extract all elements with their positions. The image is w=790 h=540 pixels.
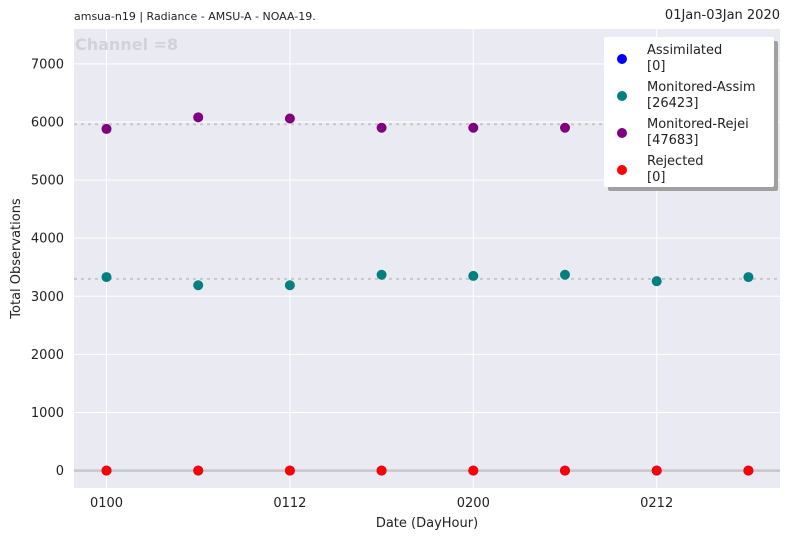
y-tick-label: 3000 [31,290,64,305]
legend-entry-name: Monitored-Assim [647,80,756,95]
legend-entry-count: [47683] [647,133,699,148]
point-monitored-rejei [193,112,204,123]
point-monitored-assim [193,280,204,291]
point-monitored-rejei [376,122,387,133]
x-tick-label: 0212 [640,496,673,511]
y-tick-label: 2000 [31,348,64,363]
point-monitored-assim [376,269,387,280]
legend-entry-name: Rejected [647,154,704,169]
legend-box [604,37,774,187]
y-tick-label: 6000 [31,115,64,130]
legend-entry-count: [26423] [647,96,699,111]
y-tick-label: 0 [56,464,64,479]
legend-entry-count: [0] [647,170,665,185]
x-axis-label: Date (DayHour) [376,516,478,531]
x-tick-label: 0200 [457,496,490,511]
legend-marker [617,165,627,175]
legend: Assimilated[0]Monitored-Assim[26423]Moni… [604,37,778,191]
point-rejected [376,465,387,476]
x-tick-label: 0112 [273,496,306,511]
channel-annotation: Channel =8 [75,35,178,54]
chart-header-date-range: 01Jan-03Jan 2020 [664,8,780,23]
point-monitored-assim [560,269,570,280]
point-rejected [651,465,662,476]
point-monitored-assim [743,272,754,283]
point-rejected [193,465,204,476]
y-axis-ticks: 0 1000 2000 3000 4000 5000 6000 7000 [31,57,64,479]
legend-marker [617,128,627,138]
y-tick-label: 1000 [31,406,64,421]
legend-entry-count: [0] [647,59,665,74]
x-axis-ticks: 0100 0112 0200 0212 [90,496,673,511]
point-monitored-assim [101,272,112,283]
point-rejected [560,465,570,476]
point-monitored-rejei [560,122,570,133]
point-monitored-assim [284,280,295,291]
legend-marker [617,54,627,64]
point-rejected [743,465,754,476]
y-tick-label: 4000 [31,232,64,247]
chart-header-left: amsua-n19 | Radiance - AMSU-A - NOAA-19. [74,10,316,23]
point-monitored-rejei [101,123,112,134]
point-monitored-assim [468,270,479,281]
legend-entry-name: Assimilated [647,43,722,58]
point-rejected [468,465,479,476]
point-monitored-rejei [284,113,295,124]
point-rejected [101,465,112,476]
point-monitored-assim [651,276,662,287]
y-axis-label: Total Observations [9,198,24,320]
legend-marker [617,91,627,101]
y-tick-label: 7000 [31,57,64,72]
point-rejected [284,465,295,476]
x-tick-label: 0100 [90,496,123,511]
data-points [101,112,754,476]
point-monitored-rejei [468,122,479,133]
y-tick-label: 5000 [31,174,64,189]
legend-entry-name: Monitored-Rejei [647,117,749,132]
